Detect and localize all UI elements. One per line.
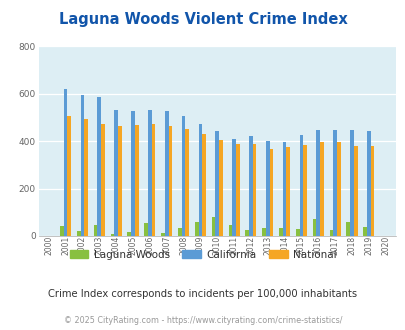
- Bar: [110, 234, 114, 236]
- Bar: [94, 224, 97, 236]
- Text: © 2025 CityRating.com - https://www.cityrating.com/crime-statistics/: © 2025 CityRating.com - https://www.city…: [64, 316, 341, 325]
- Text: Laguna Woods Violent Crime Index: Laguna Woods Violent Crime Index: [58, 12, 347, 26]
- Bar: [80, 95, 84, 236]
- Bar: [185, 129, 189, 236]
- Bar: [151, 124, 155, 236]
- Bar: [353, 146, 357, 236]
- Bar: [232, 139, 235, 236]
- Bar: [262, 228, 265, 236]
- Bar: [295, 229, 299, 236]
- Bar: [219, 140, 222, 236]
- Bar: [228, 225, 232, 236]
- Bar: [114, 110, 118, 236]
- Bar: [370, 146, 373, 236]
- Bar: [60, 226, 64, 236]
- Bar: [303, 145, 306, 236]
- Bar: [84, 119, 88, 236]
- Bar: [299, 135, 303, 236]
- Bar: [177, 228, 181, 236]
- Bar: [336, 143, 340, 236]
- Bar: [329, 230, 333, 236]
- Bar: [168, 126, 172, 236]
- Bar: [312, 219, 315, 236]
- Bar: [118, 126, 122, 236]
- Bar: [362, 227, 366, 236]
- Bar: [67, 116, 71, 236]
- Bar: [350, 130, 353, 236]
- Bar: [161, 233, 164, 236]
- Bar: [131, 111, 134, 236]
- Bar: [252, 144, 256, 236]
- Bar: [215, 131, 219, 236]
- Bar: [245, 230, 248, 236]
- Bar: [248, 136, 252, 236]
- Bar: [144, 223, 147, 236]
- Bar: [202, 134, 205, 236]
- Bar: [101, 123, 104, 236]
- Bar: [265, 141, 269, 236]
- Bar: [211, 216, 215, 236]
- Bar: [269, 149, 273, 236]
- Bar: [164, 111, 168, 236]
- Bar: [97, 97, 101, 236]
- Bar: [235, 144, 239, 236]
- Bar: [77, 231, 80, 236]
- Text: Crime Index corresponds to incidents per 100,000 inhabitants: Crime Index corresponds to incidents per…: [48, 289, 357, 299]
- Bar: [333, 130, 336, 236]
- Bar: [127, 232, 131, 236]
- Legend: Laguna Woods, California, National: Laguna Woods, California, National: [65, 246, 340, 264]
- Bar: [315, 130, 320, 236]
- Bar: [181, 116, 185, 236]
- Bar: [345, 222, 350, 236]
- Bar: [320, 142, 323, 236]
- Bar: [286, 147, 290, 236]
- Bar: [198, 124, 202, 236]
- Bar: [134, 125, 138, 236]
- Bar: [64, 89, 67, 236]
- Bar: [366, 131, 370, 236]
- Bar: [147, 110, 151, 236]
- Bar: [282, 142, 286, 236]
- Bar: [194, 222, 198, 236]
- Bar: [278, 228, 282, 236]
